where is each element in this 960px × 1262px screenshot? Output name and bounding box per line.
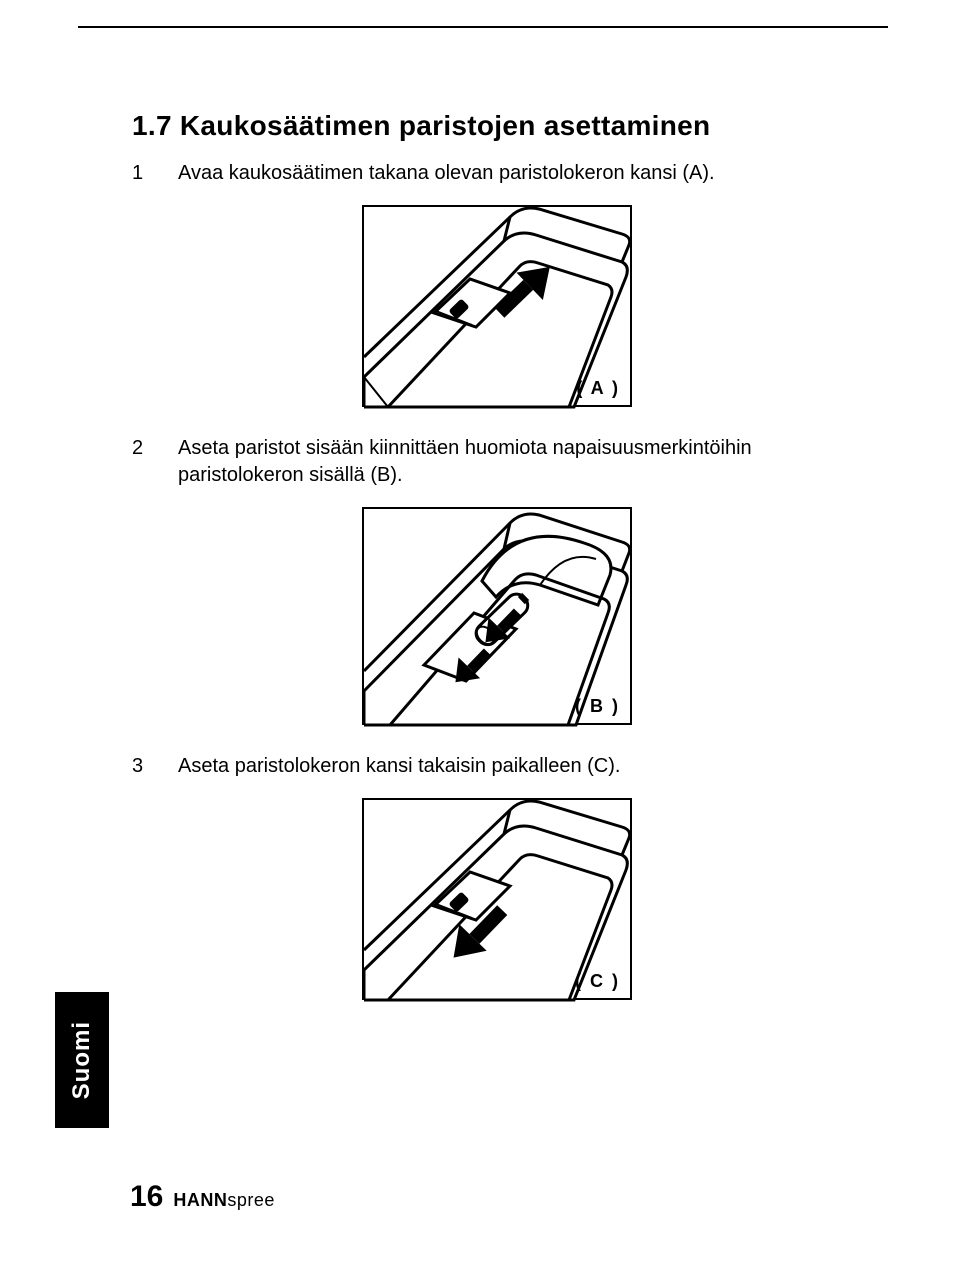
step-number: 1 xyxy=(132,160,156,187)
step-text: Aseta paristolokeron kansi takaisin paik… xyxy=(178,753,862,780)
step-number: 2 xyxy=(132,435,156,489)
top-rule xyxy=(78,26,888,28)
figure-c: ( C ) xyxy=(362,798,632,1000)
brand-light: spree xyxy=(227,1190,275,1210)
step-1: 1 Avaa kaukosäätimen takana olevan paris… xyxy=(132,160,862,187)
figure-b-svg xyxy=(364,509,634,727)
step-text: Avaa kaukosäätimen takana olevan paristo… xyxy=(178,160,862,187)
figure-b: ( B ) xyxy=(362,507,632,725)
page-number: 16 xyxy=(130,1180,163,1214)
figure-c-label: ( C ) xyxy=(575,971,620,992)
step-3: 3 Aseta paristolokeron kansi takaisin pa… xyxy=(132,753,862,780)
brand-logo: HANNspree xyxy=(173,1190,275,1211)
figure-c-wrap: ( C ) xyxy=(132,798,862,1000)
manual-page: 1.7 Kaukosäätimen paristojen asettaminen… xyxy=(0,0,960,1262)
figure-a: ( A ) xyxy=(362,205,632,407)
step-2: 2 Aseta paristot sisään kiinnittäen huom… xyxy=(132,435,862,489)
figure-b-label: ( B ) xyxy=(575,696,620,717)
figure-a-wrap: ( A ) xyxy=(132,205,862,407)
figure-b-wrap: ( B ) xyxy=(132,507,862,725)
step-text: Aseta paristot sisään kiinnittäen huomio… xyxy=(178,435,862,489)
brand-bold: HANN xyxy=(173,1190,227,1210)
language-tab-label: Suomi xyxy=(68,1021,96,1099)
language-tab: Suomi xyxy=(55,992,109,1128)
content-block: 1.7 Kaukosäätimen paristojen asettaminen… xyxy=(132,110,862,1028)
figure-a-label: ( A ) xyxy=(576,378,620,399)
step-number: 3 xyxy=(132,753,156,780)
footer: 16 HANNspree xyxy=(130,1180,275,1214)
section-title: 1.7 Kaukosäätimen paristojen asettaminen xyxy=(132,110,862,142)
